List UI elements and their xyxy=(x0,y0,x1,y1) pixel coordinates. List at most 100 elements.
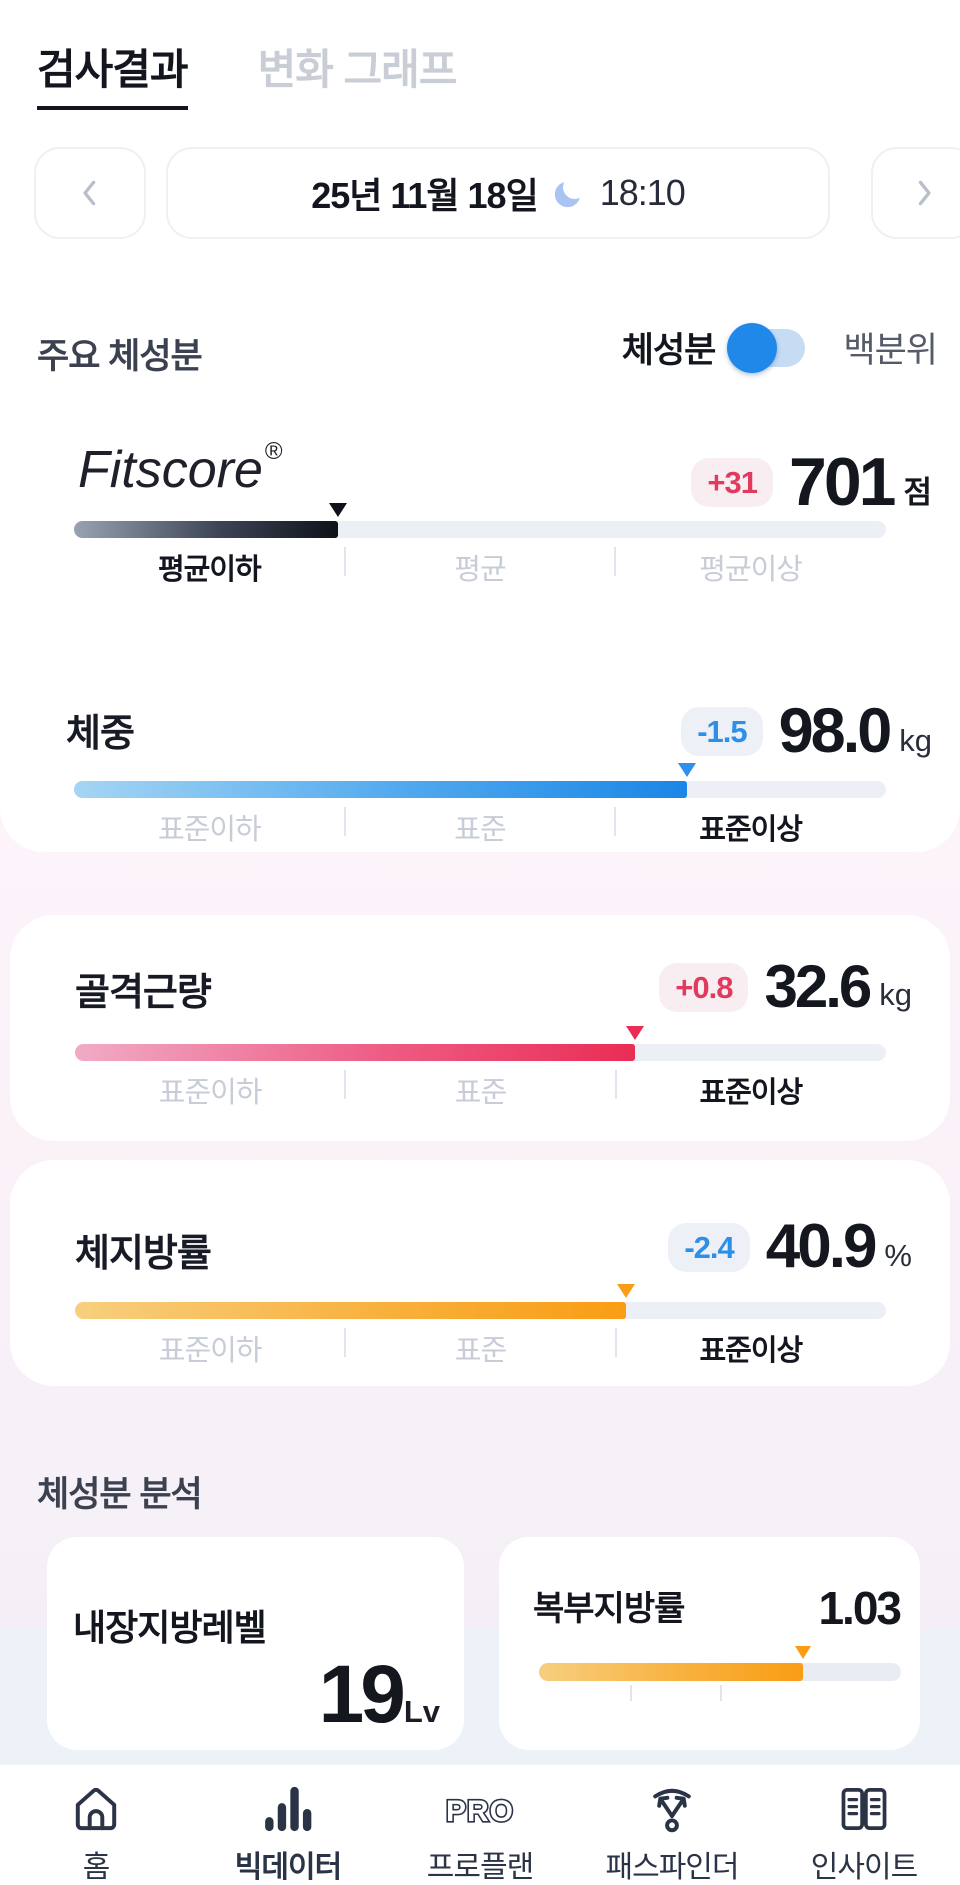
fitscore-fill xyxy=(74,503,347,538)
toggle-label-composition[interactable]: 체성분 xyxy=(621,331,717,370)
fitscore-delta-badge: +31 xyxy=(691,457,773,507)
range-label-high: 표준이상 xyxy=(699,1077,803,1109)
muscle-value: 32.6 xyxy=(764,953,872,1020)
fitscore-logo: Fitscore® xyxy=(78,438,283,499)
range-divider xyxy=(343,807,346,836)
range-label-low: 표준이하 xyxy=(157,814,262,846)
range-label-mid: 표준 xyxy=(454,1077,507,1109)
weight-track xyxy=(74,763,886,798)
abdominal-fat-fill xyxy=(539,1646,812,1681)
range-divider xyxy=(344,1070,347,1099)
range-label-low: 평균이하 xyxy=(157,554,262,586)
bodyfat-meter: 표준이하 표준 표준이상 xyxy=(75,1284,886,1367)
visceral-fat-card: 내장지방레벨 19 Lv xyxy=(47,1537,464,1750)
bodyfat-marker-triangle xyxy=(617,1284,636,1298)
meter-tick xyxy=(720,1685,722,1701)
weight-value: 98.0 xyxy=(778,696,893,766)
weight-fill xyxy=(74,763,697,798)
range-divider xyxy=(614,1070,617,1099)
visceral-fat-value: 19 xyxy=(318,1649,406,1740)
muscle-range-labels: 표준이하 표준 표준이상 xyxy=(75,1069,886,1109)
nav-item-home[interactable]: 홈 xyxy=(0,1765,192,1885)
abdominal-fat-marker-triangle xyxy=(795,1646,812,1659)
muscle-track xyxy=(75,1026,886,1061)
date-display[interactable]: 25년 11월 18일 18:10 xyxy=(166,147,830,239)
top-white-sheet xyxy=(0,0,960,852)
bodyfat-delta-badge: -2.4 xyxy=(668,1222,750,1272)
bodyfat-track xyxy=(75,1284,886,1319)
fitscore-track xyxy=(74,503,886,538)
fitscore-value: 701 xyxy=(789,444,896,520)
chevron-left-icon xyxy=(73,176,107,210)
muscle-delta-badge: +0.8 xyxy=(659,962,749,1012)
visceral-fat-title: 내장지방레벨 xyxy=(73,1607,267,1648)
weight-delta-badge: -1.5 xyxy=(681,707,763,756)
bodyfat-value-row: -2.4 40.9 % xyxy=(668,1216,912,1278)
muscle-marker-triangle xyxy=(625,1026,644,1040)
muscle-fill xyxy=(75,1026,644,1061)
abdominal-fat-value: 1.03 xyxy=(818,1582,902,1634)
nav-background xyxy=(0,1765,960,1885)
range-divider xyxy=(614,807,617,836)
date-navigation: 25년 11월 18일 18:10 xyxy=(0,147,960,239)
weight-unit: kg xyxy=(899,723,932,758)
nav-label-proplan: 프로플랜 xyxy=(426,1851,534,1884)
range-divider xyxy=(344,1328,347,1357)
weight-marker-triangle xyxy=(678,763,697,777)
toggle-knob xyxy=(727,322,778,373)
prev-date-button[interactable] xyxy=(34,147,146,239)
bodyfat-fill xyxy=(75,1284,636,1319)
range-divider xyxy=(343,547,346,576)
visceral-fat-unit: Lv xyxy=(403,1694,440,1729)
fitscore-range-labels: 평균이하 평균 평균이상 xyxy=(74,546,886,586)
chevron-right-icon xyxy=(907,176,941,210)
range-divider xyxy=(614,1328,617,1357)
range-label-high: 표준이상 xyxy=(699,814,803,846)
nav-label-pathfinder: 패스파인더 xyxy=(605,1851,740,1884)
weight-meter: 표준이하 표준 표준이상 xyxy=(74,763,886,846)
pro-badge-icon: PRO xyxy=(437,1781,523,1837)
muscle-value-row: +0.8 32.6 kg xyxy=(659,957,912,1017)
bottom-navigation: 홈 빅데이터 PRO 프로플랜 xyxy=(0,1765,960,1885)
range-label-low: 표준이하 xyxy=(158,1077,263,1109)
bodyfat-card: 체지방률 -2.4 40.9 % 표준이하 표준 표준이상 xyxy=(10,1160,950,1386)
abdominal-fat-meter xyxy=(539,1646,901,1701)
date-text: 25년 11월 18일 xyxy=(311,175,539,216)
weight-range-labels: 표준이하 표준 표준이상 xyxy=(74,806,886,846)
nav-item-bigdata[interactable]: 빅데이터 xyxy=(192,1765,384,1885)
toggle-switch[interactable] xyxy=(727,322,806,373)
svg-text:PRO: PRO xyxy=(446,1795,514,1828)
bodyfat-value: 40.9 xyxy=(765,1212,878,1281)
muscle-meter: 표준이하 표준 표준이상 xyxy=(75,1026,886,1109)
composition-percentile-toggle: 체성분 백분위 xyxy=(621,322,938,373)
home-icon xyxy=(68,1781,124,1837)
visceral-fat-value-row: 19 Lv xyxy=(319,1654,440,1736)
abdominal-fat-track xyxy=(539,1646,901,1701)
nav-item-pathfinder[interactable]: 패스파인더 xyxy=(576,1765,768,1885)
fitscore-marker-triangle xyxy=(328,503,347,517)
fitscore-unit: 점 xyxy=(903,475,932,510)
bodyfat-title: 체지방률 xyxy=(75,1233,212,1275)
nav-item-proplan[interactable]: PRO 프로플랜 xyxy=(384,1765,576,1885)
tab-test-results[interactable]: 검사결과 xyxy=(37,36,189,110)
range-label-mid: 평균 xyxy=(454,554,506,586)
time-text: 18:10 xyxy=(599,172,686,213)
range-label-mid: 표준 xyxy=(454,1335,507,1367)
nav-label-bigdata: 빅데이터 xyxy=(234,1851,342,1884)
abdominal-fat-title: 복부지방률 xyxy=(533,1590,685,1628)
tab-change-graph[interactable]: 변화 그래프 xyxy=(257,46,458,93)
weight-title: 체중 xyxy=(66,713,135,755)
range-label-low: 표준이하 xyxy=(158,1335,263,1367)
bar-chart-icon xyxy=(258,1781,318,1837)
toggle-label-percentile[interactable]: 백분위 xyxy=(843,331,938,370)
registered-mark: ® xyxy=(264,438,283,465)
nav-label-home: 홈 xyxy=(82,1851,111,1884)
pathfinder-icon xyxy=(644,1781,700,1837)
bodyfat-range-labels: 표준이하 표준 표준이상 xyxy=(75,1327,886,1367)
meter-tick xyxy=(629,1685,632,1701)
weight-value-row: -1.5 98.0 kg xyxy=(681,700,932,763)
section-title-analysis: 체성분 분석 xyxy=(37,1475,203,1514)
range-label-high: 표준이상 xyxy=(699,1335,803,1367)
nav-item-insight[interactable]: 인사이트 xyxy=(768,1765,960,1885)
next-date-button[interactable] xyxy=(871,147,960,239)
